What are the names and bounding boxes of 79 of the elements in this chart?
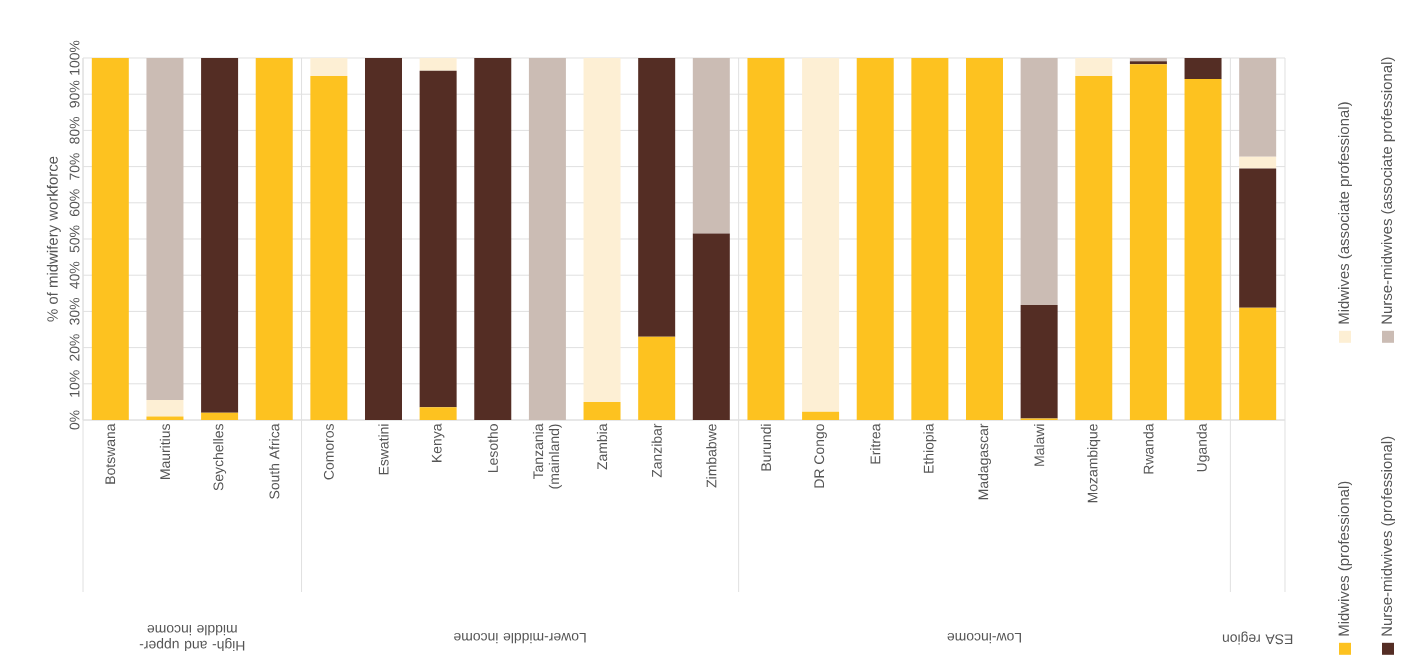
bar (1129, 64, 1167, 420)
text: Midwives (professional) (1338, 481, 1352, 636)
y-tick-label: 50% (69, 225, 80, 253)
bar (1239, 58, 1277, 157)
bar (419, 58, 457, 71)
x-tick-label: Rwanda (1143, 423, 1154, 474)
text: Midwives (associate professional) (1338, 102, 1352, 324)
y-tick-label: 90% (69, 80, 80, 108)
y-tick-label: 80% (69, 116, 80, 144)
bar (1239, 307, 1277, 420)
x-tick-label: Burundi (760, 424, 772, 471)
bar (474, 58, 512, 420)
x-tick-label: Eswatini (378, 424, 389, 475)
y-tick-label: 40% (69, 261, 80, 289)
y-tick-label: 60% (69, 189, 80, 217)
bar (419, 407, 457, 420)
bar (365, 58, 402, 420)
bar (91, 58, 129, 420)
x-tick-label: Kenya (431, 423, 445, 462)
bar (692, 58, 730, 234)
x-tick-label: Zanzibar (651, 423, 662, 478)
x-tick-label: Zambia (596, 423, 608, 470)
bar (146, 400, 184, 417)
bar (255, 58, 293, 420)
bar (583, 401, 621, 420)
bar (528, 58, 566, 420)
bar (1020, 304, 1058, 419)
bar (146, 58, 184, 401)
bar (419, 70, 457, 408)
bar (802, 411, 840, 420)
bar (802, 58, 840, 412)
x-tick-label: Ethiopia (923, 423, 937, 473)
x-tick-label: South Africa (269, 423, 280, 499)
bar (1075, 58, 1113, 77)
bar (1239, 156, 1277, 169)
y-tick-label: 70% (69, 153, 80, 180)
bar (965, 58, 1003, 420)
y-axis-title: % of midwifery workforce (46, 156, 61, 322)
text: Nurse-midwives (professional) (1381, 436, 1395, 636)
y-tick-label: 10% (69, 370, 80, 397)
x-tick-label: Lesotho (487, 424, 498, 473)
bar (1184, 58, 1222, 79)
x-tick-label: Comoros (323, 424, 334, 480)
bar (638, 58, 676, 337)
bar (856, 58, 894, 420)
bar (201, 412, 239, 420)
x-tick-label: Uganda (1196, 423, 1210, 472)
bar (583, 58, 621, 402)
x-tick-label: Madagascar (977, 423, 991, 500)
x-tick-label: Eritrea (870, 423, 881, 464)
x-tick-label: Malawi (1034, 424, 1045, 466)
x-tick-label: Mauritius (159, 424, 171, 479)
bar (1075, 76, 1113, 420)
bar (911, 58, 949, 420)
bar (1239, 168, 1277, 308)
bar (1184, 78, 1222, 420)
text: Low-income (947, 632, 1021, 644)
x-tick-label: Zimbabwe (706, 424, 717, 488)
y-tick-label: 0% (69, 410, 80, 430)
bar (201, 58, 239, 413)
y-tick-label: 100% (69, 40, 80, 75)
text: Lower-middle income (454, 632, 586, 644)
bar (310, 76, 348, 420)
text: High- and upper-middle income (139, 624, 245, 652)
text: Nurse-midwives (associate professional) (1381, 57, 1395, 324)
text: ESA region (1222, 631, 1293, 645)
x-tick-label: Mozambique (1087, 424, 1101, 503)
bar (638, 336, 676, 420)
bar (1020, 58, 1058, 305)
x-tick-label: Botswana (105, 423, 116, 484)
y-tick-label: 20% (69, 334, 80, 361)
y-tick-label: 30% (69, 297, 80, 325)
x-tick-label: Tanzania (mainland) (532, 423, 562, 489)
bar (692, 233, 730, 420)
bar (310, 58, 348, 77)
x-tick-label: DR Congo (814, 424, 827, 488)
x-tick-label: Seychelles (213, 424, 227, 491)
bar (146, 416, 184, 420)
bar (747, 58, 785, 420)
